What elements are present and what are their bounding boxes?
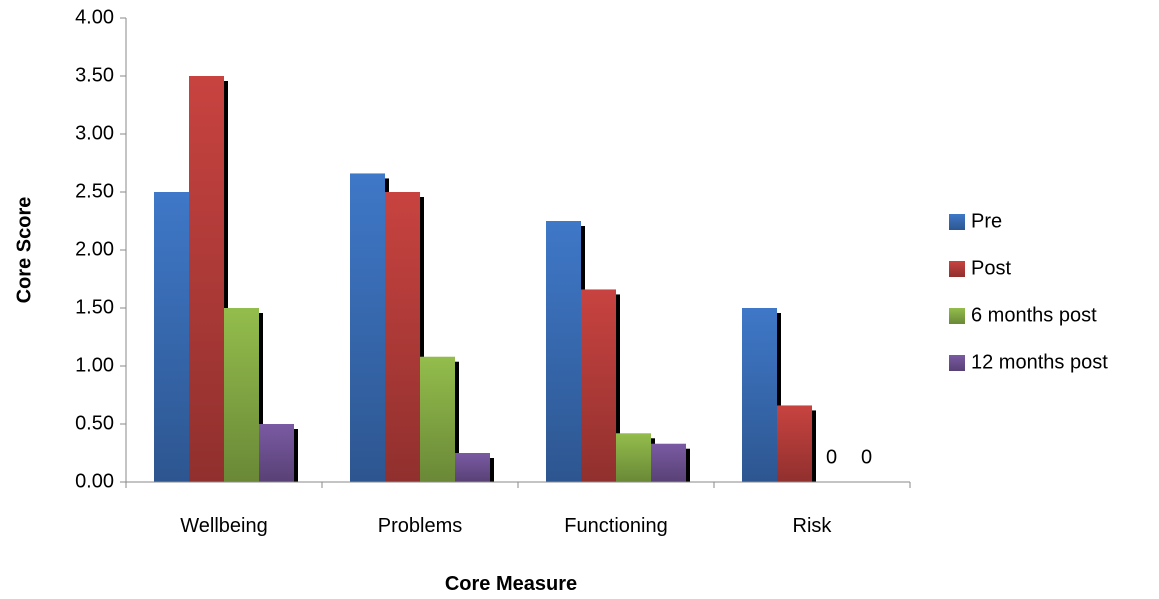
legend-swatch — [949, 308, 965, 324]
bar-shadow — [259, 313, 263, 482]
legend-swatch — [949, 214, 965, 230]
bar-shadow — [224, 81, 228, 482]
bar-6-months-post-problems — [420, 356, 455, 482]
x-axis-title: Core Measure — [445, 573, 577, 595]
data-label: 0 — [861, 446, 872, 468]
bar-12-months-post-functioning — [651, 443, 686, 482]
bar-shadow — [686, 448, 690, 482]
legend-label: Post — [971, 257, 1011, 279]
x-tick-label: Wellbeing — [180, 515, 267, 537]
bar-pre-risk — [742, 308, 777, 482]
y-axis-title: Core Score — [13, 197, 35, 304]
legend-label: 12 months post — [971, 351, 1108, 373]
bar-pre-functioning — [546, 221, 581, 482]
bar-shadow — [455, 361, 459, 482]
bar-6-months-post-wellbeing — [224, 308, 259, 482]
y-tick-label: 3.00 — [75, 122, 114, 144]
y-tick-label: 4.00 — [75, 6, 114, 28]
legend-swatch — [949, 261, 965, 277]
data-label: 0 — [826, 446, 837, 468]
x-tick-label: Functioning — [564, 515, 667, 537]
y-tick-label: 0.50 — [75, 412, 114, 434]
plot-area — [154, 76, 816, 482]
y-tick-label: 1.50 — [75, 296, 114, 318]
bar-shadow — [490, 458, 494, 482]
bar-12-months-post-problems — [455, 453, 490, 482]
legend-swatch — [949, 355, 965, 371]
bar-shadow — [812, 410, 816, 482]
bar-post-risk — [777, 405, 812, 482]
x-tick-label: Problems — [378, 515, 462, 537]
y-tick-label: 2.50 — [75, 180, 114, 202]
y-tick-label: 2.00 — [75, 238, 114, 260]
y-tick-label: 3.50 — [75, 64, 114, 86]
bar-shadow — [616, 294, 620, 482]
legend-label: Pre — [971, 210, 1002, 232]
bar-shadow — [294, 429, 298, 482]
bar-pre-problems — [350, 173, 385, 482]
bar-shadow — [420, 197, 424, 482]
bar-post-functioning — [581, 289, 616, 482]
legend: Pre Post 6 months post 12 months post — [949, 210, 1108, 373]
legend-label: 6 months post — [971, 304, 1097, 326]
bar-shadow — [777, 313, 781, 482]
bar-post-problems — [385, 192, 420, 482]
y-tick-label: 0.00 — [75, 470, 114, 492]
bar-pre-wellbeing — [154, 192, 189, 482]
x-tick-label: Risk — [793, 515, 833, 537]
bar-post-wellbeing — [189, 76, 224, 482]
bar-12-months-post-wellbeing — [259, 424, 294, 482]
bar-6-months-post-functioning — [616, 433, 651, 482]
y-tick-label: 1.00 — [75, 354, 114, 376]
